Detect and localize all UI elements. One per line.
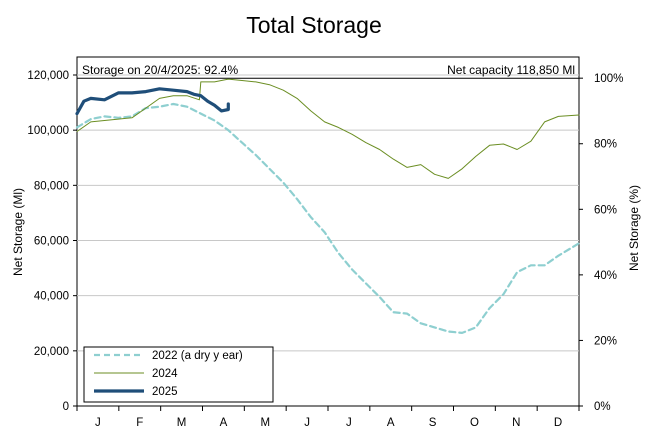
series-lines <box>75 78 581 334</box>
y-axis-left: 0 20,000 40,000 60,000 80,000 100,000 120,000 <box>27 70 77 413</box>
storage-annotation: Storage on 20/4/2025: 92.4% <box>82 63 238 77</box>
y-tick-label: 100,000 <box>27 125 69 137</box>
x-tick-label: J <box>95 417 101 429</box>
y-right-tick-label: 0% <box>594 401 611 413</box>
legend-box <box>83 346 274 403</box>
chart-title: Total Storage <box>246 12 382 38</box>
y-tick-label: 20,000 <box>34 346 69 358</box>
x-tick-label: A <box>387 417 395 429</box>
y-tick-label: 60,000 <box>34 236 69 248</box>
x-tick-label: S <box>429 417 437 429</box>
x-tick-label: J <box>304 417 310 429</box>
x-tick-label: D <box>554 417 562 429</box>
legend-label: 2024 <box>152 368 178 380</box>
y-tick-label: 80,000 <box>34 180 69 192</box>
y-tick-label: 0 <box>63 401 69 413</box>
x-tick-label: N <box>512 417 520 429</box>
y-right-tick-label: 20% <box>594 335 617 347</box>
series-line-1 <box>76 78 580 179</box>
legend-label: 2022 (a dry y ear) <box>152 350 243 362</box>
legend: 2022 (a dry y ear) 2024 2025 <box>83 346 274 403</box>
x-tick-label: O <box>470 417 479 429</box>
x-tick-label: F <box>136 417 143 429</box>
series-line-2 <box>75 87 230 116</box>
series-line-0 <box>75 102 581 334</box>
x-tick-label: A <box>220 417 228 429</box>
y-right-tick-label: 100% <box>594 73 623 85</box>
y-axis-right: 0% 20% 40% 60% 80% 100% <box>579 73 623 413</box>
y-right-tick-label: 40% <box>594 270 617 282</box>
x-tick-label: M <box>177 417 187 429</box>
x-tick-label: M <box>260 417 270 429</box>
capacity-annotation: Net capacity 118,850 Ml <box>447 63 575 77</box>
y-right-tick-label: 80% <box>594 139 617 151</box>
legend-label: 2025 <box>152 386 178 398</box>
y-tick-label: 120,000 <box>27 70 69 82</box>
y-axis-right-label: Net Storage (%) <box>627 185 641 271</box>
x-tick-label: J <box>346 417 352 429</box>
y-right-tick-label: 60% <box>594 204 617 216</box>
y-tick-label: 40,000 <box>34 291 69 303</box>
y-axis-label: Net Storage (Ml) <box>11 188 25 276</box>
